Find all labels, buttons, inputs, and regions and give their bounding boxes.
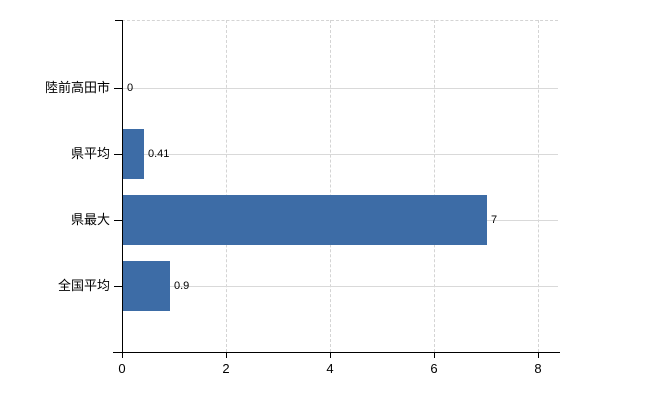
y-tick-mark [114, 154, 122, 155]
category-label: 陸前高田市 [44, 80, 110, 95]
bar-value-label: 0.9 [174, 280, 190, 292]
bar-value-label: 0.41 [148, 148, 170, 160]
bar [123, 261, 170, 311]
x-tick-mark [226, 352, 227, 358]
y-tick-mark [114, 286, 122, 287]
x-tick-label: 8 [534, 361, 542, 376]
gridline-vertical [226, 20, 227, 352]
bar-value-label: 7 [491, 214, 498, 226]
x-tick-mark [434, 352, 435, 358]
category-label: 全国平均 [57, 278, 110, 293]
category-label: 県最大 [70, 212, 110, 227]
gridline-vertical [538, 20, 539, 352]
y-tick-mark [114, 220, 122, 221]
x-tick-mark [122, 352, 123, 358]
gridline-horizontal [122, 154, 558, 155]
gridline-vertical [330, 20, 331, 352]
gridline-vertical [434, 20, 435, 352]
x-tick-label: 4 [326, 361, 334, 376]
x-tick-label: 0 [118, 361, 126, 376]
x-axis-line [113, 352, 560, 353]
x-tick-label: 2 [222, 361, 230, 376]
bar [123, 195, 487, 245]
gridline-horizontal [122, 286, 558, 287]
x-tick-mark [330, 352, 331, 358]
y-axis-line [122, 20, 123, 358]
x-tick-label: 6 [430, 361, 438, 376]
bar [123, 129, 144, 179]
category-label: 県平均 [70, 146, 110, 161]
x-tick-mark [538, 352, 539, 358]
y-axis-top-tick [115, 20, 122, 21]
bar-value-label: 0 [127, 82, 134, 94]
y-tick-mark [114, 88, 122, 89]
gridline-horizontal [122, 88, 558, 89]
plot-top-border [122, 20, 558, 21]
